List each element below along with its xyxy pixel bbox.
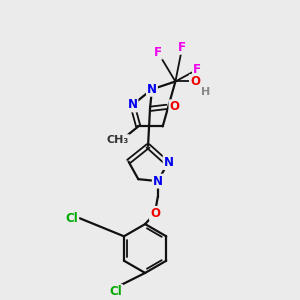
Text: O: O xyxy=(169,100,179,113)
Text: O: O xyxy=(150,207,160,220)
Text: H: H xyxy=(201,87,210,97)
Text: F: F xyxy=(178,41,186,54)
Text: F: F xyxy=(193,63,201,76)
Text: N: N xyxy=(153,175,163,188)
Text: CH₃: CH₃ xyxy=(106,135,129,145)
Text: Cl: Cl xyxy=(110,285,122,298)
Text: F: F xyxy=(154,46,162,59)
Text: O: O xyxy=(190,75,200,88)
Text: N: N xyxy=(128,98,137,111)
Text: N: N xyxy=(147,83,157,96)
Text: Cl: Cl xyxy=(65,212,78,225)
Text: N: N xyxy=(164,156,174,169)
